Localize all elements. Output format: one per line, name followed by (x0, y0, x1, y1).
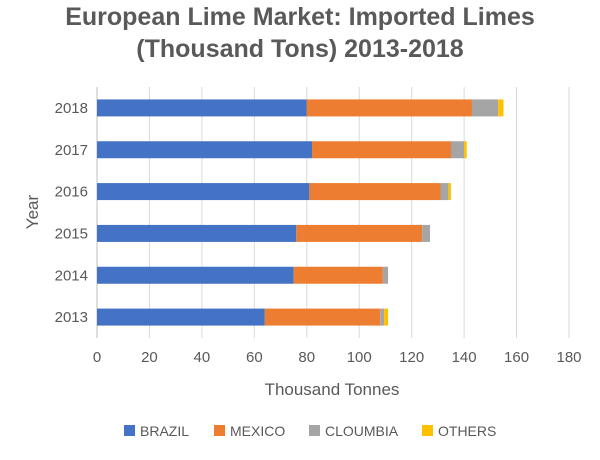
bar-mexico-2013 (264, 308, 381, 326)
bar-cloumbia-2017 (451, 141, 465, 159)
bar-cloumbia-2016 (440, 183, 449, 201)
legend-label-mexico: MEXICO (230, 423, 285, 439)
chart-title-line-1: European Lime Market: Imported Limes (65, 3, 535, 31)
x-tick-label-140: 140 (452, 349, 477, 366)
legend-swatch-brazil (124, 425, 135, 436)
x-tick-label-100: 100 (347, 349, 372, 366)
legend-swatch-cloumbia (309, 425, 320, 436)
y-tick-label-2013: 2013 (55, 309, 88, 326)
y-axis-title: Year (23, 194, 42, 229)
legend: BRAZIL MEXICO CLOUMBIA OTHERS (124, 423, 496, 439)
x-tick-label-160: 160 (504, 349, 529, 366)
y-tick-label-2018: 2018 (55, 100, 88, 117)
bars (97, 99, 504, 326)
bar-brazil-2017 (97, 141, 313, 159)
bar-mexico-2018 (306, 99, 472, 117)
y-tick-label-2016: 2016 (55, 184, 88, 201)
bar-cloumbia-2015 (422, 224, 431, 242)
bar-cloumbia-2013 (380, 308, 385, 326)
x-tick-label-120: 120 (399, 349, 424, 366)
bar-others-2018 (498, 99, 504, 117)
legend-label-cloumbia: CLOUMBIA (325, 423, 399, 439)
bar-mexico-2014 (293, 266, 383, 284)
bar-brazil-2016 (97, 183, 310, 201)
bar-brazil-2015 (97, 224, 297, 242)
y-tick-label-2014: 2014 (55, 267, 88, 284)
bar-others-2013 (384, 308, 389, 326)
chart-title-line-2: (Thousand Tons) 2013-2018 (136, 35, 463, 63)
x-tick-label-80: 80 (298, 349, 315, 366)
bar-brazil-2018 (97, 99, 307, 117)
bar-cloumbia-2018 (471, 99, 499, 117)
x-axis-title: Thousand Tonnes (265, 380, 400, 399)
bar-mexico-2016 (309, 183, 441, 201)
x-tick-label-180: 180 (556, 349, 581, 366)
x-tick-label-20: 20 (141, 349, 158, 366)
legend-swatch-mexico (214, 425, 225, 436)
x-tick-labels: 0 20 40 60 80 100 120 140 160 180 (93, 349, 582, 366)
bar-mexico-2017 (312, 141, 451, 159)
bar-others-2017 (464, 141, 467, 159)
x-tick-label-0: 0 (93, 349, 101, 366)
legend-label-brazil: BRAZIL (140, 423, 189, 439)
bar-cloumbia-2014 (382, 266, 389, 284)
gridlines (96, 87, 570, 338)
x-tick-label-40: 40 (194, 349, 211, 366)
bar-mexico-2015 (296, 224, 423, 242)
y-tick-label-2017: 2017 (55, 142, 88, 159)
bar-brazil-2014 (97, 266, 294, 284)
y-tick-label-2015: 2015 (55, 225, 88, 242)
legend-label-others: OTHERS (438, 423, 496, 439)
y-tick-labels: 2013 2014 2015 2016 2017 2018 (55, 100, 88, 326)
legend-swatch-others (422, 425, 433, 436)
x-tick-label-60: 60 (246, 349, 263, 366)
bar-brazil-2013 (97, 308, 265, 326)
bar-others-2016 (448, 183, 451, 201)
